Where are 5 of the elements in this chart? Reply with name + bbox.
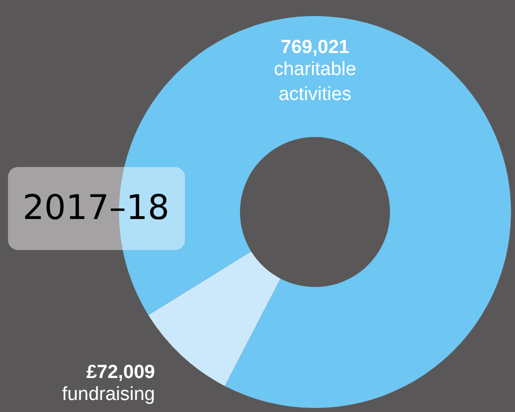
data-label: 769,021	[280, 37, 350, 58]
slice-label: fundraising	[62, 384, 155, 405]
text: 2017–18	[22, 188, 170, 228]
slice-label: charitable activities	[274, 59, 356, 105]
data-label: £72,009	[86, 362, 155, 383]
